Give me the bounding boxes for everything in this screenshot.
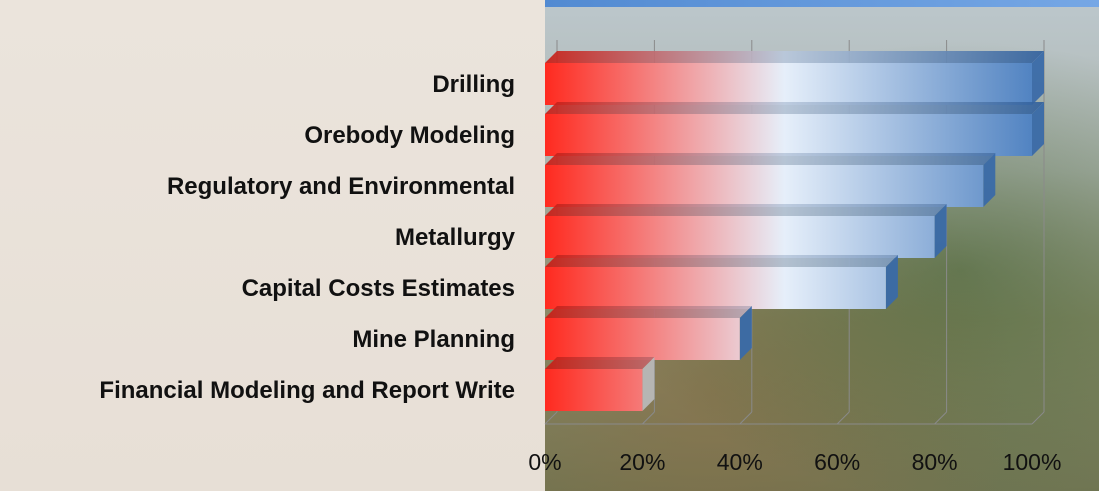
bar [545, 255, 898, 309]
bar-front-face [545, 165, 984, 207]
gridline-depth [544, 411, 558, 425]
bar [545, 51, 1044, 105]
category-label: Mine Planning [352, 326, 515, 353]
bar-side-face [642, 357, 655, 411]
x-tick-label: 40% [717, 449, 763, 475]
bar-side-face [739, 306, 752, 360]
gridline-depth [1031, 411, 1045, 425]
category-labels: Drilling Orebody Modeling Regulatory and E… [99, 71, 515, 404]
category-label: Metallurgy [395, 224, 516, 251]
bar [545, 153, 996, 207]
gridline-depth [739, 411, 753, 425]
bar [545, 204, 947, 258]
x-axis-ticks: 0% 20% 40% 60% 80% 100% [528, 449, 1061, 475]
bar-front-face [545, 369, 643, 411]
gridline-depth [836, 411, 850, 425]
gridline-depth [642, 411, 655, 425]
bar-side-face [885, 255, 898, 309]
bar [545, 102, 1044, 156]
bar-top-face [545, 51, 1044, 63]
bar [545, 357, 655, 411]
bar-top-face [545, 306, 752, 318]
category-label: Drilling [432, 71, 515, 98]
x-tick-label: 100% [1003, 449, 1062, 475]
bar-top-face [545, 204, 947, 216]
x-tick-label: 60% [814, 449, 860, 475]
bar-top-face [545, 255, 898, 267]
bar-side-face [1032, 102, 1044, 156]
gridline-depth [934, 411, 947, 425]
bar-side-face [1032, 51, 1044, 105]
x-tick-label: 20% [619, 449, 665, 475]
bar-side-face [983, 153, 996, 207]
category-label-panel [0, 0, 545, 491]
bars [545, 51, 1044, 411]
bar-front-face [545, 216, 935, 258]
category-label: Financial Modeling and Report Write [99, 377, 515, 404]
bar-top-face [545, 153, 996, 165]
bar-front-face [545, 318, 740, 360]
bar-front-face [545, 63, 1032, 105]
bar [545, 306, 752, 360]
bar-front-face [545, 114, 1032, 156]
top-accent-strip [465, 0, 1099, 7]
x-tick-label: 0% [528, 449, 561, 475]
category-label: Regulatory and Environmental [167, 173, 515, 200]
bar-side-face [934, 204, 947, 258]
x-tick-label: 80% [912, 449, 958, 475]
bar-top-face [545, 357, 655, 369]
category-label: Orebody Modeling [304, 122, 515, 149]
category-label: Capital Costs Estimates [242, 275, 515, 302]
bar-front-face [545, 267, 886, 309]
bar-top-face [545, 102, 1044, 114]
